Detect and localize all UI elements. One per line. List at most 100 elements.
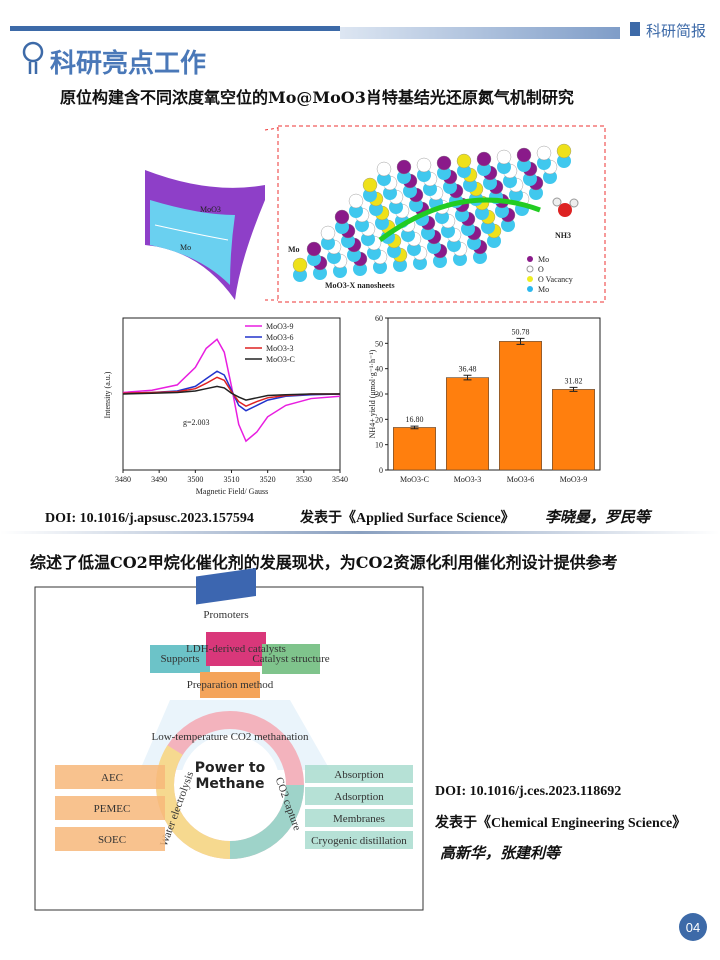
atom (353, 262, 367, 276)
atom (556, 143, 572, 159)
label: MoO3 (200, 205, 221, 214)
label: MoO3-X nanosheets (325, 281, 395, 290)
y-axis-label: Intensity (a.u.) (103, 371, 112, 418)
atom (376, 161, 392, 177)
line (122, 385, 340, 401)
y-axis-label: NH4+ yield (μmol·g⁻¹·h⁻¹) (368, 349, 377, 438)
atom (481, 220, 495, 234)
side-label: Absorption (334, 769, 384, 781)
side-box (305, 809, 413, 827)
x-tick-label: MoO3-6 (507, 475, 535, 484)
block-label: LDH-derived catalysts (186, 643, 286, 655)
x-tick-label: MoO3-3 (454, 475, 482, 484)
atom (416, 157, 432, 173)
error-bar (516, 337, 525, 345)
error-bar (569, 386, 578, 392)
atom (523, 172, 537, 186)
atom (463, 178, 477, 192)
legend-entry: MoO3-C (266, 355, 295, 364)
atom (401, 228, 415, 242)
atom (327, 250, 341, 264)
atom (423, 182, 437, 196)
authors: 高新华，张建利等 (440, 844, 563, 862)
x-tick-label: 3510 (224, 475, 240, 484)
atom (341, 234, 355, 248)
atom (509, 188, 523, 202)
atom (348, 193, 364, 209)
atom (453, 252, 467, 266)
atom (443, 180, 457, 194)
atom (475, 206, 489, 220)
x-tick-label: 3540 (332, 475, 348, 484)
headline: 综述了低温CO2甲烷化催化剂的发展现状，为CO2资源化利用催化剂设计提供参考 (30, 553, 618, 572)
atom (517, 158, 531, 172)
side-label: Membranes (333, 813, 385, 825)
atom (516, 147, 532, 163)
x-axis-label: Magnetic Field/ Gauss (196, 487, 268, 496)
atom (373, 260, 387, 274)
atom (476, 151, 492, 167)
zoom-box (277, 125, 606, 303)
bar (552, 389, 595, 471)
atom (457, 164, 471, 178)
atom (487, 234, 501, 248)
y-tick-label: 20 (375, 415, 383, 424)
atom (417, 168, 431, 182)
y-tick-label: 60 (375, 314, 383, 323)
atom (503, 174, 517, 188)
atom (435, 210, 449, 224)
page-badge (679, 913, 707, 941)
schematic: MoO3 Mo Mo MoO3-X nanosheets NH3 Mo O O … (145, 125, 606, 303)
atom (447, 238, 461, 252)
y-tick-label: 50 (375, 339, 383, 348)
atom (334, 209, 350, 225)
atom (501, 218, 515, 232)
journal: 发表于《Applied Surface Science》 (299, 509, 515, 526)
epr-chart: Intensity (a.u.) Magnetic Field/ Gauss g… (103, 317, 348, 496)
atom (495, 204, 509, 218)
line (122, 376, 340, 408)
atom (483, 176, 497, 190)
atom (455, 208, 469, 222)
value-label: 50.78 (512, 327, 530, 336)
atom (477, 162, 491, 176)
line (122, 370, 341, 412)
center-label: Power to Methane (194, 760, 266, 792)
atom (293, 268, 307, 282)
atom (349, 204, 363, 218)
atom (369, 202, 383, 216)
y-tick-label: 0 (379, 466, 383, 475)
atom (383, 186, 397, 200)
side-label: SOEC (98, 834, 126, 846)
legend-entry: O (538, 265, 544, 274)
x-tick-label: MoO3-C (400, 475, 429, 484)
atom (397, 170, 411, 184)
review-figure: Promoters LDH-derived catalysts Supports… (55, 568, 413, 859)
legend-entry: O Vacancy (538, 275, 573, 284)
y-tick-label: 10 (375, 441, 383, 450)
atom (496, 149, 512, 165)
header-bar-light (340, 27, 620, 39)
atom (461, 222, 475, 236)
atom (393, 258, 407, 272)
atom (367, 246, 381, 260)
atom (403, 184, 417, 198)
atom (529, 186, 543, 200)
header-bar (10, 26, 340, 31)
x-tick-label: 3530 (296, 475, 312, 484)
atom (497, 160, 511, 174)
side-label: Adsorption (334, 791, 384, 803)
x-tick-label: MoO3-9 (560, 475, 588, 484)
side-box (55, 827, 165, 851)
value-label: 36.48 (459, 364, 477, 373)
legend-entry: Mo (538, 285, 549, 294)
atom (355, 218, 369, 232)
atom (377, 172, 391, 186)
side-label: Cryogenic distillation (311, 835, 407, 847)
legend-entry: MoO3-9 (266, 322, 294, 331)
bar (393, 427, 436, 471)
error-bar (410, 425, 419, 430)
atom (557, 154, 571, 168)
